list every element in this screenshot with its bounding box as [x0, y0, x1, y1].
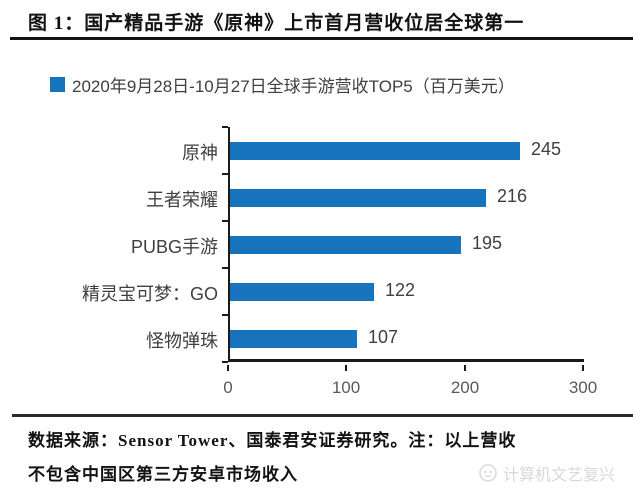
value-label: 216 — [497, 185, 528, 206]
x-axis-tick-label: 200 — [450, 378, 480, 397]
axis-frame — [228, 127, 584, 362]
watermark-logo-icon — [479, 464, 497, 482]
category-label: 王者荣耀 — [146, 189, 218, 210]
y-axis-tick — [222, 220, 228, 222]
x-axis-tick — [582, 365, 584, 371]
source-note-line2: 不包含中国区第三方安卓市场收入 — [28, 465, 298, 484]
x-axis-tick — [464, 365, 466, 371]
bar — [230, 236, 461, 254]
watermark-label: 计算机文艺复兴 — [503, 467, 616, 484]
source-note-line1: 数据来源：Sensor Tower、国泰君安证券研究。注：以上营收 — [28, 431, 517, 450]
y-axis-tick — [222, 173, 228, 175]
footer-divider — [12, 414, 633, 417]
bar — [230, 142, 520, 160]
x-axis-tick-label: 100 — [331, 378, 361, 397]
bar — [230, 189, 486, 207]
watermark: 计算机文艺复兴 — [478, 461, 615, 485]
title-divider — [10, 37, 633, 40]
y-axis-tick — [222, 126, 228, 128]
category-label: 原神 — [182, 142, 218, 163]
category-label: 怪物弹珠 — [146, 330, 218, 351]
bar — [230, 283, 374, 301]
legend-swatch-icon — [50, 77, 65, 92]
category-label: PUBG手游 — [130, 236, 218, 257]
legend-label: 2020年9月28日-10月27日全球手游营收TOP5（百万美元） — [72, 77, 515, 96]
figure-title: 图 1：国产精品手游《原神》上市首月营收位居全球第一 — [28, 13, 525, 34]
value-label: 107 — [368, 326, 399, 347]
chart-legend: 2020年9月28日-10月27日全球手游营收TOP5（百万美元） — [50, 72, 515, 97]
x-axis-tick-label: 300 — [568, 378, 598, 397]
value-label: 122 — [385, 279, 416, 300]
y-axis-tick — [222, 267, 228, 269]
x-axis-tick — [345, 365, 347, 371]
x-axis-tick-label: 0 — [223, 378, 233, 397]
y-axis-tick — [222, 361, 228, 363]
x-axis-tick — [227, 365, 229, 371]
y-axis-tick — [222, 314, 228, 316]
value-label: 245 — [531, 138, 562, 159]
value-label: 195 — [472, 232, 503, 253]
category-label: 精灵宝可梦：GO — [81, 283, 218, 304]
bar — [230, 330, 357, 348]
